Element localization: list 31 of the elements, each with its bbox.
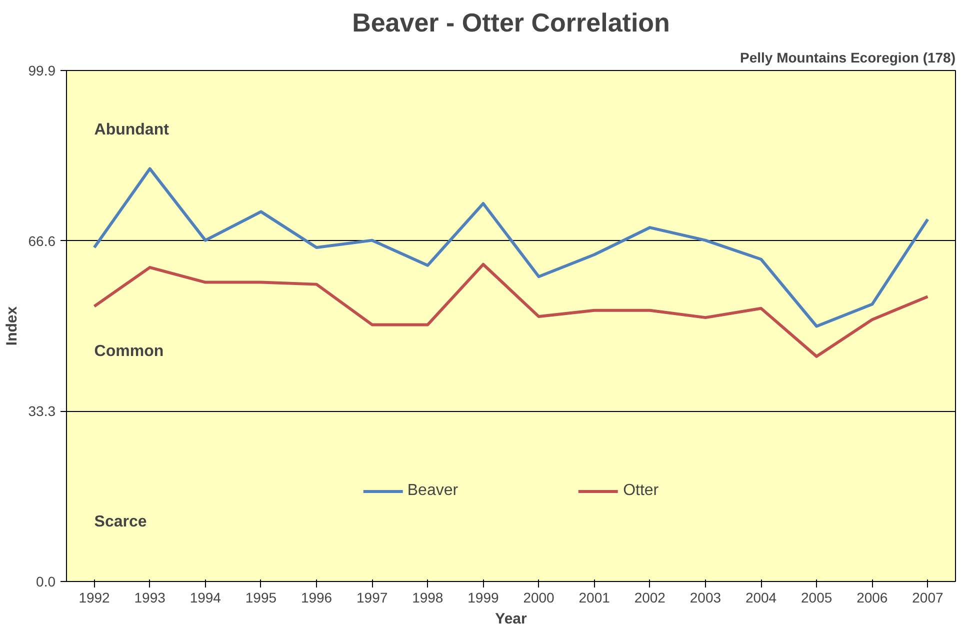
y-axis-title: Index [3, 306, 20, 346]
y-tick-label: 66.6 [28, 232, 56, 249]
x-tick-label: 2006 [856, 590, 888, 606]
line-series [92, 167, 930, 328]
x-tick-label: 1993 [134, 590, 166, 606]
chart-title: Beaver - Otter Correlation [352, 8, 670, 38]
x-tick-label: 2005 [801, 590, 832, 606]
y-tick-label: 33.3 [28, 403, 56, 420]
x-tick-label: 1994 [190, 590, 222, 606]
x-axis-title: Year [495, 610, 528, 628]
x-tick-label: 2000 [523, 590, 555, 606]
x-tick-label: 1995 [245, 590, 277, 606]
legend-label: Beaver [407, 482, 458, 500]
y-tick-label: 0.0 [36, 574, 56, 590]
x-tick-label: 1996 [300, 590, 332, 606]
y-tick-label: 99.9 [28, 62, 56, 78]
x-tick-label: 2004 [745, 590, 777, 606]
x-tick-label: 2002 [634, 590, 666, 606]
chart-subtitle: Pelly Mountains Ecoregion (178) [740, 50, 956, 66]
legend-label: Otter [623, 482, 659, 500]
annotation: Scarce [94, 513, 147, 530]
x-tick-label: 1998 [412, 590, 444, 606]
line-series [92, 262, 930, 358]
x-tick-label: 2007 [912, 590, 944, 606]
x-tick-label: 2003 [690, 590, 722, 606]
annotation: Common [94, 343, 164, 360]
x-tick-label: 1992 [78, 590, 110, 606]
x-tick-label: 2001 [578, 590, 610, 606]
x-tick-label: 1999 [468, 590, 500, 606]
annotation: Abundant [94, 122, 170, 139]
x-tick-label: 1997 [356, 590, 388, 606]
